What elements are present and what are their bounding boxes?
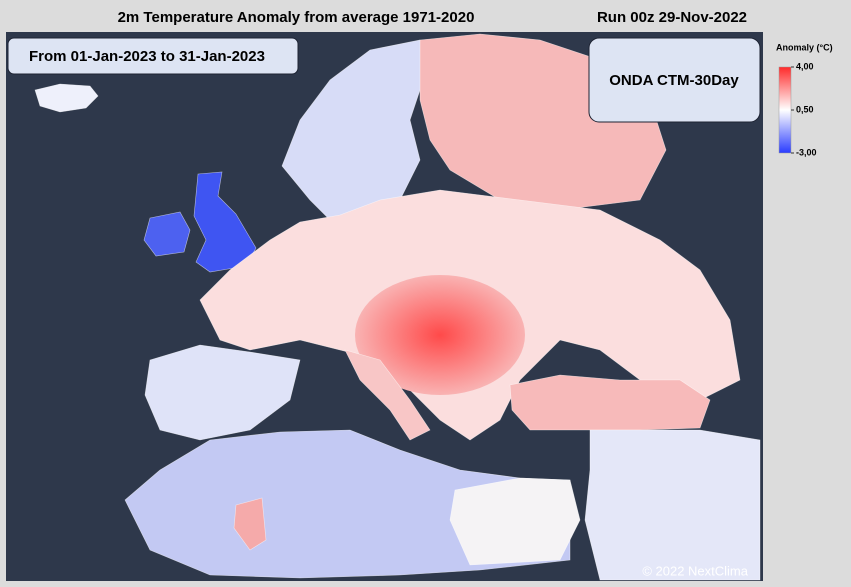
ireland bbox=[143, 211, 191, 257]
legend-tick-label: 0,50 bbox=[796, 104, 814, 114]
title: 2m Temperature Anomaly from average 1971… bbox=[118, 9, 475, 26]
run-label: Run 00z 29-Nov-2022 bbox=[597, 9, 747, 26]
western-sahara bbox=[233, 497, 267, 551]
legend-tick-label: -3,00 bbox=[796, 147, 817, 157]
italy bbox=[344, 349, 431, 441]
iceland bbox=[34, 83, 99, 113]
period: From 01-Jan-2023 to 31-Jan-2023 bbox=[29, 48, 265, 65]
colorbar bbox=[778, 66, 792, 154]
iberia bbox=[144, 344, 301, 441]
legend-title: Anomaly (°C) bbox=[776, 42, 833, 52]
credit: © 2022 NextClima bbox=[642, 563, 748, 578]
middle-east bbox=[584, 429, 761, 581]
period-box bbox=[7, 37, 299, 75]
legend-tick-label: 4,00 bbox=[796, 61, 814, 71]
legend: Anomaly (°C) 4,00 0,50 -3,00 bbox=[776, 42, 833, 157]
turkey bbox=[509, 374, 711, 431]
egypt-libya bbox=[449, 477, 581, 566]
map bbox=[6, 32, 763, 581]
model-box bbox=[588, 37, 761, 123]
model: ONDA CTM-30Day bbox=[609, 72, 739, 89]
balkans-hotspot bbox=[355, 275, 525, 395]
